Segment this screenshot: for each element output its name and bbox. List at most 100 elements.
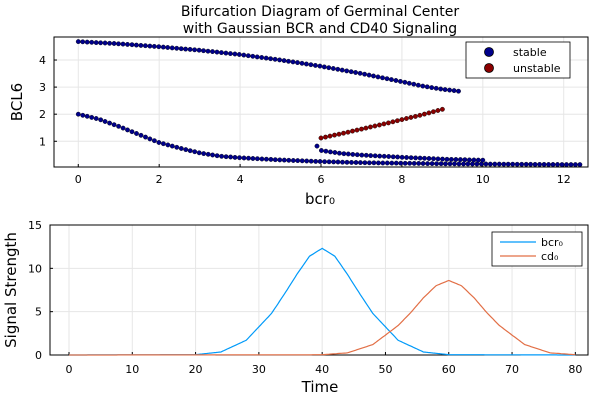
stable-point — [357, 160, 363, 166]
stable-point — [357, 70, 363, 76]
unstable-point — [417, 112, 423, 118]
stable-point — [312, 63, 318, 68]
stable-point — [336, 150, 342, 156]
stable-point — [573, 162, 578, 168]
unstable-point — [412, 114, 418, 119]
stable-point — [431, 156, 436, 162]
bottom-x-tick-label: 60 — [442, 363, 456, 376]
stable-point — [250, 53, 256, 59]
stable-point — [386, 154, 392, 159]
stable-point — [366, 160, 372, 166]
bottom-y-tick-label: 0 — [35, 349, 42, 362]
stable-point — [205, 48, 211, 54]
unstable-point — [376, 122, 382, 128]
unstable-point — [327, 133, 333, 139]
bottom-ticks: 0 10 20 30 40 50 60 70 80 0 5 10 15 — [28, 219, 582, 376]
stable-point — [541, 161, 547, 167]
stable-point — [330, 66, 336, 71]
unstable-point — [359, 126, 364, 132]
stable-point — [313, 158, 319, 164]
unstable-point — [390, 119, 396, 125]
unstable-point — [394, 118, 400, 124]
stable-point — [322, 159, 327, 165]
stable-point — [375, 160, 381, 166]
stable-point — [451, 88, 457, 94]
stable-point — [339, 67, 345, 73]
stable-point — [523, 161, 529, 167]
bottom-x-tick-label: 40 — [315, 363, 329, 376]
bottom-legend: bcr₀ cd₀ — [491, 231, 583, 267]
stable-point — [210, 152, 216, 158]
unstable-point — [372, 123, 378, 129]
stable-point — [281, 58, 287, 63]
stable-point — [187, 148, 193, 154]
stable-point — [452, 161, 457, 167]
stable-point — [371, 73, 376, 79]
stable-point — [471, 157, 477, 163]
stable-point — [290, 158, 296, 163]
stable-point — [165, 45, 171, 50]
stable-point — [138, 132, 144, 138]
stable-point — [129, 42, 135, 48]
stable-point — [380, 160, 386, 166]
stable-point — [368, 153, 374, 159]
stable-point — [160, 141, 166, 147]
stable-point — [129, 129, 135, 135]
stable-point — [134, 131, 139, 136]
top-y-tick-label: 3 — [39, 81, 46, 94]
top-legend-box — [465, 41, 571, 79]
stable-point — [422, 155, 427, 161]
stable-point — [98, 40, 104, 46]
stable-point — [174, 144, 180, 150]
unstable-point — [435, 108, 441, 113]
unstable-point — [318, 135, 324, 141]
legend-unstable-label: unstable — [513, 62, 561, 75]
stable-point — [354, 152, 360, 158]
stable-point — [475, 157, 481, 163]
stable-point — [447, 87, 452, 93]
stable-point — [348, 69, 354, 75]
unstable-point — [430, 109, 436, 115]
stable-point — [349, 159, 354, 165]
stable-point — [250, 156, 256, 161]
stable-point — [359, 152, 365, 158]
stable-point — [390, 154, 396, 160]
stable-point — [453, 157, 459, 162]
stable-point — [559, 162, 565, 168]
stable-point — [259, 55, 265, 60]
stable-point — [388, 77, 394, 83]
stable-point — [411, 160, 417, 166]
stable-point — [480, 157, 486, 163]
stable-point — [125, 127, 130, 133]
stable-point — [259, 156, 265, 162]
stable-point — [326, 65, 332, 71]
top-x-axis-label: bcr₀ — [305, 190, 335, 208]
stable-point — [577, 162, 583, 168]
stable-point — [443, 161, 448, 167]
stable-point — [286, 157, 292, 163]
stable-point — [384, 76, 390, 82]
stable-point — [263, 156, 269, 162]
stable-point — [169, 45, 175, 51]
stable-point — [377, 153, 383, 159]
stable-point — [317, 63, 323, 69]
stable-point — [429, 85, 435, 91]
stable-point — [272, 56, 278, 62]
stable-point — [223, 154, 229, 160]
stable-point — [277, 57, 282, 63]
stable-point — [381, 153, 387, 159]
stable-point — [375, 74, 381, 80]
stable-point — [568, 162, 574, 168]
stable-point — [429, 161, 435, 167]
stable-point — [413, 155, 418, 161]
stable-point — [462, 157, 468, 163]
top-x-tick-label: 10 — [476, 173, 490, 186]
stable-point — [241, 52, 247, 58]
stable-point — [492, 161, 498, 167]
stable-point — [254, 156, 260, 162]
top-y-axis-label: BCL6 — [8, 83, 26, 121]
stable-point — [393, 78, 399, 83]
stable-point — [447, 161, 453, 167]
